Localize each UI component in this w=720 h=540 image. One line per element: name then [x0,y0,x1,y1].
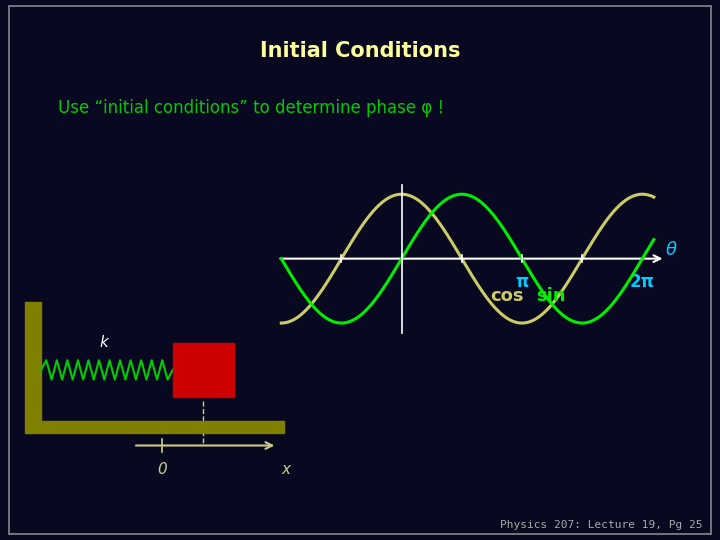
Text: Physics 207: Lecture 19, Pg 25: Physics 207: Lecture 19, Pg 25 [500,520,702,530]
Bar [25,302,41,421]
Text: Use “initial conditions” to determine phase φ !: Use “initial conditions” to determine ph… [58,99,444,117]
Text: π: π [516,273,528,291]
Text: m: m [194,361,212,380]
Text: θ: θ [665,241,677,259]
Text: k: k [100,335,109,350]
Text: 2π: 2π [630,273,654,291]
Text: x: x [282,462,290,477]
Text: Initial Conditions: Initial Conditions [260,41,460,62]
Text: cos: cos [490,287,524,305]
Text: sin: sin [536,287,565,305]
Text: 0: 0 [157,462,167,477]
Bar [25,421,284,433]
Bar [173,343,234,397]
